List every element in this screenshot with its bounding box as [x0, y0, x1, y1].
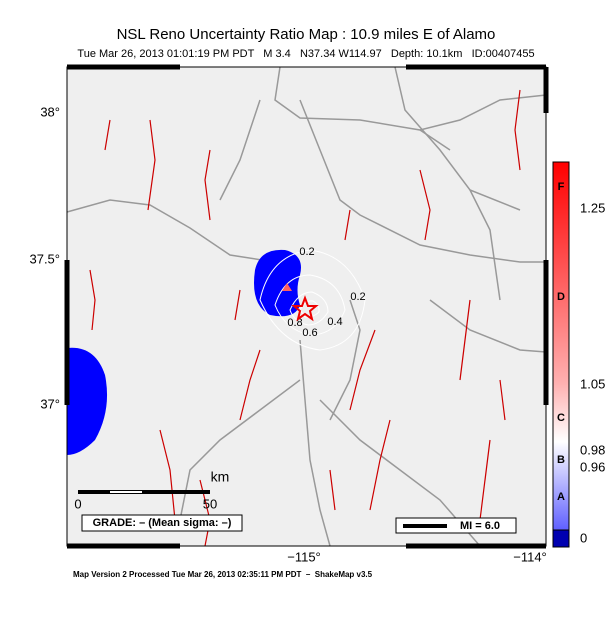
colorbar-gradient — [552, 161, 570, 531]
colorbar-zero — [552, 529, 570, 548]
lat-label: 37° — [40, 396, 60, 411]
colorbar-letter: A — [557, 491, 565, 503]
colorbar-letter: C — [557, 412, 565, 424]
scale-end: 50 — [203, 496, 217, 511]
faults — [89, 89, 521, 547]
colorbar-value: 0.98 — [580, 442, 605, 457]
scale-start: 0 — [74, 496, 81, 511]
mi-legend: MI = 6.0 — [460, 520, 500, 532]
axis-labels: 38° 37.5° 37° −115° −114° — [29, 104, 546, 564]
title: NSL Reno Uncertainty Ratio Map : 10.9 mi… — [117, 26, 496, 43]
contour-label: 0.2 — [299, 246, 314, 258]
colorbar-letter: F — [558, 181, 565, 193]
uncertainty-blob — [67, 347, 108, 455]
colorbar: F D C B A 1.25 1.05 0.98 0.96 0 — [552, 161, 605, 548]
contour-label: 0.6 — [302, 327, 317, 339]
scale-unit: km — [211, 469, 230, 485]
footer: Map Version 2 Processed Tue Mar 26, 2013… — [73, 570, 373, 579]
mi-box — [395, 517, 517, 534]
epicenter — [291, 295, 319, 322]
contour-label: 0.4 — [327, 316, 342, 328]
contour-label: 0.8 — [287, 317, 302, 329]
scale-bar — [78, 490, 210, 494]
grade-box — [81, 514, 243, 532]
colorbar-letter: D — [557, 291, 565, 303]
station — [282, 283, 292, 291]
colorbar-value: 0.96 — [580, 459, 605, 474]
grade: GRADE: – (Mean sigma: –) — [93, 517, 232, 529]
roads — [66, 66, 547, 547]
map: 0.2 0.2 0.4 0.6 0.8 km 0 50 GRADE: – (Me… — [64, 64, 549, 549]
uncertainty-blob — [254, 249, 301, 317]
colorbar-letter: B — [557, 454, 565, 466]
colorbar-value: 1.25 — [580, 200, 605, 215]
colorbar-value: 0 — [580, 530, 587, 545]
scale-bar — [110, 491, 142, 493]
subtitle: Tue Mar 26, 2013 01:01:19 PM PDT M 3.4 N… — [77, 48, 534, 60]
lon-label: −114° — [513, 549, 547, 564]
colorbar-value: 1.05 — [580, 376, 605, 391]
lon-label: −115° — [287, 549, 321, 564]
contour-label: 0.2 — [350, 291, 365, 303]
lat-label: 38° — [40, 104, 60, 119]
lat-label: 37.5° — [29, 251, 60, 266]
